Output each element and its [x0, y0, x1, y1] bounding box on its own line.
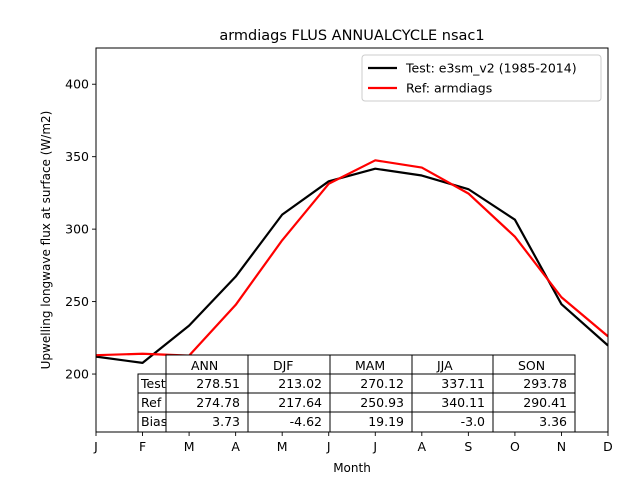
- x-tick-label: A: [231, 439, 240, 454]
- table-row-label: Test: [140, 376, 166, 391]
- legend-box: [361, 54, 602, 102]
- legend-entry-label: Test: e3sm_v2 (1985-2014): [405, 61, 577, 76]
- table-cell-value: 19.19: [368, 414, 404, 429]
- x-tick-label: F: [139, 439, 146, 454]
- table-cell-value: -3.0: [461, 414, 485, 429]
- table-cell-value: 213.02: [278, 376, 322, 391]
- table-column-header: SON: [518, 358, 545, 373]
- y-axis-label: Upwelling longwave flux at surface (W/m2…: [39, 111, 53, 370]
- x-tick-label: M: [184, 439, 195, 454]
- x-tick-label: J: [93, 439, 98, 454]
- x-tick-label: A: [418, 439, 427, 454]
- y-tick-label: 250: [65, 294, 89, 309]
- table-cell-value: 217.64: [278, 395, 322, 410]
- y-tick-label: 400: [65, 77, 89, 92]
- x-tick-label: J: [326, 439, 331, 454]
- table-cell-value: 290.41: [523, 395, 567, 410]
- table-cell-value: 274.78: [196, 395, 240, 410]
- y-tick-label: 350: [65, 149, 89, 164]
- x-tick-label: S: [464, 439, 472, 454]
- legend: Test: e3sm_v2 (1985-2014) Ref: armdiags: [361, 54, 602, 102]
- table-cell-value: 3.36: [539, 414, 567, 429]
- table-column-header: ANN: [191, 358, 218, 373]
- y-tick-label: 200: [65, 367, 89, 382]
- legend-entry-label: Ref: armdiags: [406, 81, 492, 96]
- table-cell-value: 293.78: [523, 376, 567, 391]
- x-tick-label: O: [510, 439, 520, 454]
- table-column-header: MAM: [355, 358, 385, 373]
- table-cell-value: 270.12: [360, 376, 404, 391]
- table-cell-value: 340.11: [441, 395, 485, 410]
- series-line-test: [96, 167, 608, 364]
- table-row-label: Ref: [141, 395, 162, 410]
- table-row-label: Bias: [141, 414, 167, 429]
- table-cell-value: 3.73: [212, 414, 240, 429]
- table-cell-value: 337.11: [441, 376, 485, 391]
- table-column-header: JJA: [436, 358, 453, 373]
- x-axis-label: Month: [333, 461, 371, 475]
- x-tick-label: J: [372, 439, 377, 454]
- table-cell-value: 278.51: [196, 376, 240, 391]
- y-tick-label: 300: [65, 222, 89, 237]
- x-tick-label: D: [603, 439, 613, 454]
- table-cell-value: -4.62: [290, 414, 322, 429]
- x-tick-label: N: [557, 439, 566, 454]
- chart-title: armdiags FLUS ANNUALCYCLE nsac1: [219, 28, 484, 44]
- table-column-header: DJF: [273, 358, 294, 373]
- axes-frame: [95, 47, 609, 433]
- x-tick-label: M: [277, 439, 288, 454]
- table-cell-value: 250.93: [360, 395, 404, 410]
- stats-table: ANN DJF MAM JJA SON Test 278.51 213.02 270.12 337…: [137, 354, 576, 433]
